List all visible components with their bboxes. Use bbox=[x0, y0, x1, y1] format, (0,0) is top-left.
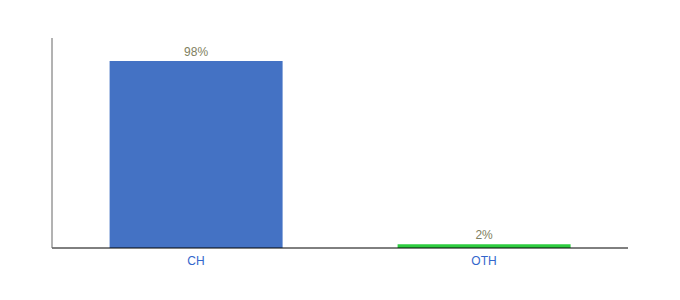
svg-text:2%: 2% bbox=[475, 228, 493, 242]
svg-text:98%: 98% bbox=[184, 45, 208, 59]
svg-text:OTH: OTH bbox=[471, 254, 496, 268]
svg-text:CH: CH bbox=[187, 254, 204, 268]
